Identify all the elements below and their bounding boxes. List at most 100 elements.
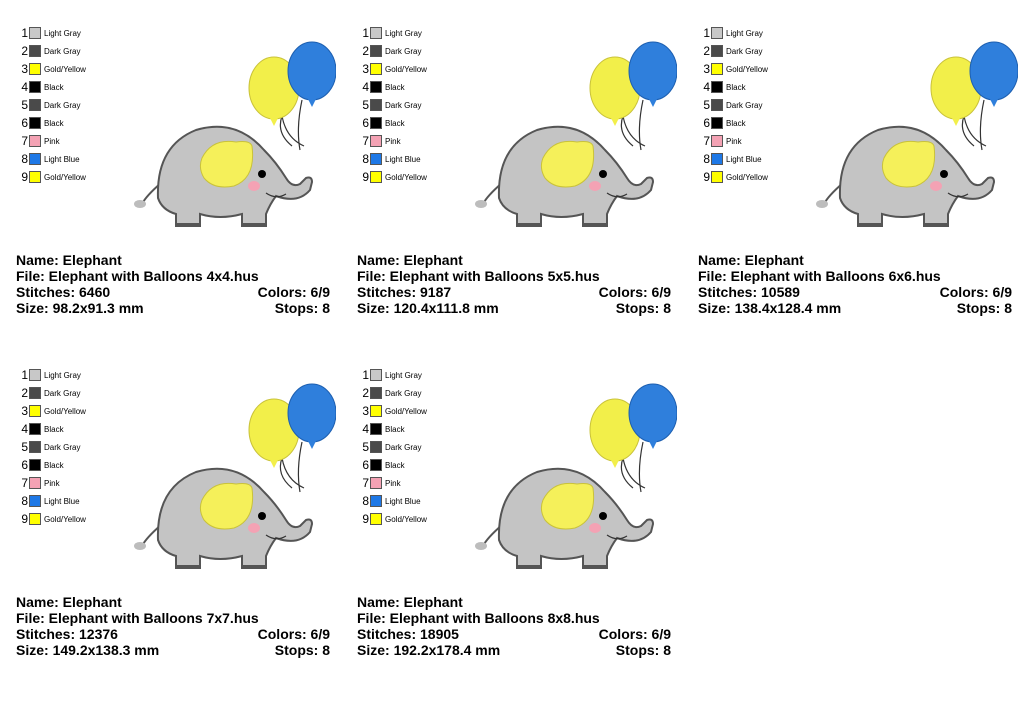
color-swatch xyxy=(29,423,41,435)
legend-number: 6 xyxy=(21,458,28,472)
legend-color-name: Dark Gray xyxy=(44,46,81,56)
elephant-foot-front xyxy=(924,223,948,227)
legend-row: 9 Gold/Yellow xyxy=(16,510,86,528)
legend-color-name: Gold/Yellow xyxy=(726,172,768,182)
legend-number: 2 xyxy=(21,44,28,58)
elephant-cheek xyxy=(589,523,601,533)
blue-balloon-knot xyxy=(990,99,998,107)
color-swatch xyxy=(29,441,41,453)
legend-row: 7 Pink xyxy=(698,132,741,150)
color-swatch xyxy=(29,153,41,165)
legend-color-name: Black xyxy=(44,118,64,128)
legend-number: 3 xyxy=(362,404,369,418)
legend-color-name: Gold/Yellow xyxy=(44,406,86,416)
legend-color-name: Light Gray xyxy=(385,370,422,380)
legend-number: 5 xyxy=(362,98,369,112)
legend-number: 4 xyxy=(21,422,28,436)
design-name: Name: Elephant xyxy=(357,252,463,268)
legend-row: 8 Light Blue xyxy=(357,492,420,510)
legend-color-name: Pink xyxy=(385,478,401,488)
legend-number: 7 xyxy=(21,476,28,490)
design-size: Size: 149.2x138.3 mm xyxy=(16,642,160,658)
legend-row: 7 Pink xyxy=(357,132,401,150)
legend-row: 2 Dark Gray xyxy=(698,42,762,60)
legend-row: 4 Black xyxy=(16,78,64,96)
legend-number: 3 xyxy=(362,62,369,76)
design-card: 1 Light Gray 2 Dark Gray 3 Gold/Yellow 4… xyxy=(16,24,337,324)
color-swatch xyxy=(29,387,41,399)
legend-number: 8 xyxy=(362,152,369,166)
legend-number: 9 xyxy=(362,170,369,184)
legend-number: 6 xyxy=(362,458,369,472)
color-swatch xyxy=(370,423,382,435)
elephant-smile xyxy=(606,534,628,540)
legend-row: 9 Gold/Yellow xyxy=(698,168,768,186)
legend-number: 4 xyxy=(362,422,369,436)
legend-row: 6 Black xyxy=(16,456,63,474)
color-swatch xyxy=(29,459,41,471)
legend-row: 1 Light Gray xyxy=(16,24,81,42)
legend-number: 3 xyxy=(21,404,28,418)
elephant-cheek xyxy=(930,181,942,191)
blue-balloon-knot xyxy=(308,99,316,107)
color-swatch xyxy=(370,27,382,39)
color-swatch xyxy=(370,441,382,453)
blue-balloon-knot xyxy=(649,99,657,107)
legend-row: 5 Dark Gray xyxy=(357,438,421,456)
legend-color-name: Pink xyxy=(44,136,60,146)
legend-number: 9 xyxy=(362,512,369,526)
legend-row: 7 Pink xyxy=(357,474,401,492)
design-preview xyxy=(457,370,678,570)
legend-number: 3 xyxy=(21,62,28,76)
balloon-strings xyxy=(279,99,305,151)
legend-number: 1 xyxy=(21,26,28,40)
color-swatch xyxy=(29,513,41,525)
color-swatch xyxy=(370,153,382,165)
legend-number: 2 xyxy=(362,44,369,58)
legend-row: 2 Dark Gray xyxy=(357,42,421,60)
legend-row: 9 Gold/Yellow xyxy=(357,168,427,186)
legend-row: 6 Black xyxy=(698,114,746,132)
color-swatch xyxy=(29,81,41,93)
legend-row: 6 Black xyxy=(357,456,404,474)
elephant-smile xyxy=(606,192,628,198)
legend-color-name: Dark Gray xyxy=(385,388,422,398)
legend-color-name: Gold/Yellow xyxy=(385,406,427,416)
legend-color-name: Light Blue xyxy=(726,154,762,164)
design-info: Name: Elephant File: Elephant with Ballo… xyxy=(357,252,671,316)
color-swatch xyxy=(29,171,41,183)
legend-row: 5 Dark Gray xyxy=(16,438,80,456)
legend-color-name: Pink xyxy=(385,136,401,146)
legend-color-name: Gold/Yellow xyxy=(726,64,768,74)
legend-row: 4 Black xyxy=(357,420,404,438)
design-preview xyxy=(116,28,337,228)
design-size: Size: 98.2x91.3 mm xyxy=(16,300,144,316)
color-swatch xyxy=(29,99,41,111)
color-swatch xyxy=(370,369,382,381)
color-swatch xyxy=(711,63,723,75)
legend-number: 9 xyxy=(703,170,710,184)
legend-row: 6 Black xyxy=(16,114,64,132)
legend-row: 8 Light Blue xyxy=(698,150,762,168)
legend-color-name: Black xyxy=(726,118,746,128)
legend-number: 9 xyxy=(21,170,28,184)
design-colors: Colors: 6/9 xyxy=(598,284,671,300)
color-swatch xyxy=(370,135,382,147)
color-swatch xyxy=(711,153,723,165)
legend-row: 8 Light Blue xyxy=(357,150,420,168)
legend-color-name: Dark Gray xyxy=(44,442,81,452)
elephant-foot-back xyxy=(517,565,541,569)
color-swatch xyxy=(29,27,41,39)
elephant-tail-tip xyxy=(816,200,828,208)
design-file: File: Elephant with Balloons 6x6.hus xyxy=(698,268,941,284)
design-preview xyxy=(457,28,678,228)
legend-row: 3 Gold/Yellow xyxy=(698,60,768,78)
legend-number: 7 xyxy=(362,476,369,490)
legend-color-name: Dark Gray xyxy=(44,100,81,110)
legend-color-name: Black xyxy=(44,82,64,92)
elephant-eye xyxy=(258,170,266,178)
legend-row: 3 Gold/Yellow xyxy=(16,402,86,420)
legend-row: 9 Gold/Yellow xyxy=(16,168,86,186)
color-swatch xyxy=(370,117,382,129)
color-swatch xyxy=(370,63,382,75)
